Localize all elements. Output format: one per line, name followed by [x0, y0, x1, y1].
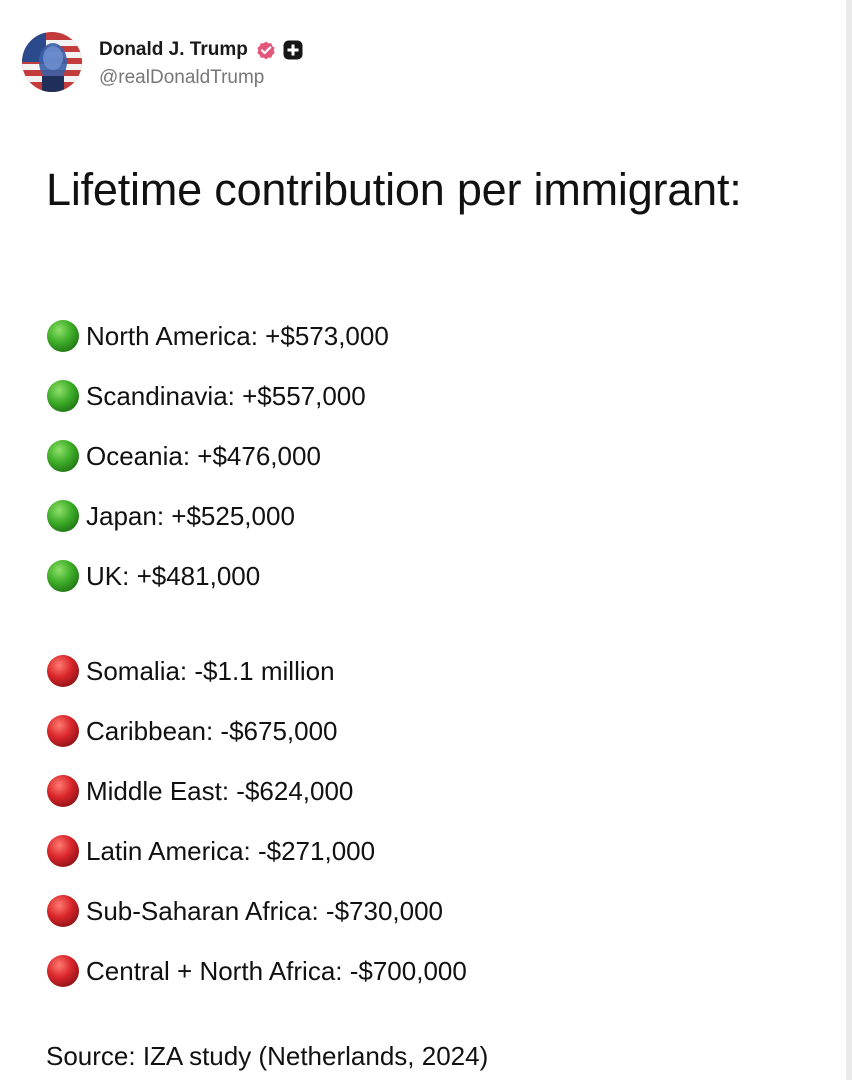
stat-label: Caribbean: -$675,000 [86, 715, 338, 746]
stat-label: North America: +$573,000 [86, 320, 389, 351]
green-circle-icon [47, 560, 79, 592]
green-circle-icon [47, 380, 79, 412]
list-item: Sub-Saharan Africa: -$730,000 [46, 881, 806, 941]
stat-label: UK: +$481,000 [86, 560, 261, 591]
list-item: Scandinavia: +$557,000 [46, 366, 806, 426]
stat-label: Sub-Saharan Africa: -$730,000 [86, 895, 444, 926]
verified-badge-icon [257, 41, 275, 60]
author-handle[interactable]: @realDonaldTrump [99, 67, 265, 88]
red-circle-icon [47, 655, 79, 687]
stat-label: Middle East: -$624,000 [86, 775, 354, 806]
red-circle-icon [47, 895, 79, 927]
list-item: Latin America: -$271,000 [46, 821, 806, 881]
list-item: Middle East: -$624,000 [46, 761, 806, 821]
list-item: North America: +$573,000 [46, 306, 806, 366]
green-circle-icon [47, 500, 79, 532]
post-header: Donald J. Trump @realDonaldTrump [22, 32, 303, 92]
post-title: Lifetime contribution per immigrant: [46, 164, 742, 215]
avatar[interactable] [22, 32, 82, 92]
stat-label: Japan: +$525,000 [86, 500, 295, 531]
stat-label: Scandinavia: +$557,000 [86, 380, 366, 411]
red-circle-icon [47, 775, 79, 807]
stat-label: Latin America: -$271,000 [86, 835, 376, 866]
green-circle-icon [47, 440, 79, 472]
list-item: Somalia: -$1.1 million [46, 641, 806, 701]
list-item: Central + North Africa: -$700,000 [46, 941, 806, 1001]
stat-label: Oceania: +$476,000 [86, 440, 321, 471]
red-circle-icon [47, 715, 79, 747]
page-edge [846, 0, 852, 1080]
list-item: Japan: +$525,000 [46, 486, 806, 546]
plus-badge-icon [283, 40, 303, 60]
stat-label: Central + North Africa: -$700,000 [86, 955, 467, 986]
red-circle-icon [47, 835, 79, 867]
stats-list: North America: +$573,000 Scandinavia: +$… [46, 306, 806, 1001]
red-circle-icon [47, 955, 79, 987]
author-name[interactable]: Donald J. Trump [99, 39, 248, 60]
author-name-row: Donald J. Trump [99, 37, 303, 63]
green-circle-icon [47, 320, 79, 352]
author-block: Donald J. Trump @realDonaldTrump [99, 37, 303, 89]
source-citation: Source: IZA study (Netherlands, 2024) [46, 1041, 489, 1071]
list-item: Oceania: +$476,000 [46, 426, 806, 486]
list-item: Caribbean: -$675,000 [46, 701, 806, 761]
stat-label: Somalia: -$1.1 million [86, 655, 335, 686]
list-item: UK: +$481,000 [46, 546, 806, 606]
